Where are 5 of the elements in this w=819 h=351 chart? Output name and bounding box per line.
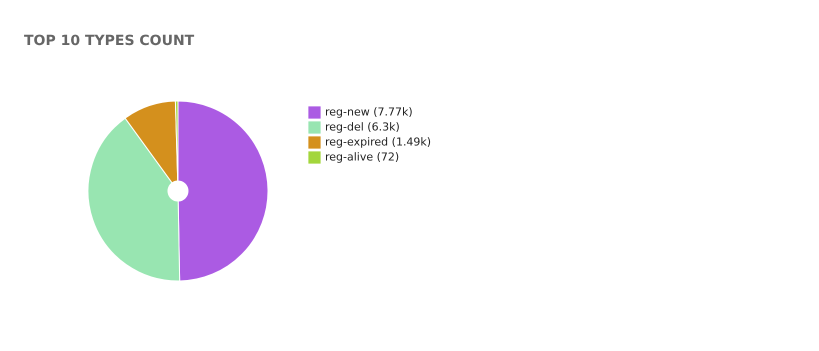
chart-title: TOP 10 TYPES COUNT	[24, 33, 195, 49]
legend-label: reg-new (7.77k)	[325, 106, 413, 118]
legend-label: reg-del (6.3k)	[325, 120, 400, 134]
legend-label: reg-alive (72)	[325, 150, 400, 164]
legend-label: reg-expired (1.49k)	[325, 136, 432, 148]
